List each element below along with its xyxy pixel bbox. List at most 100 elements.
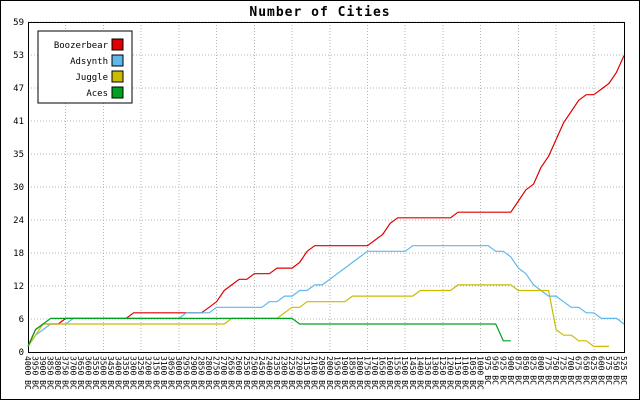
x-tick-label: 700 BC	[566, 356, 575, 385]
x-tick-label: 2350 BC	[272, 356, 281, 390]
y-tick-label: 47	[13, 84, 24, 94]
y-tick-label: 41	[13, 117, 24, 127]
x-tick-label: 2900 BC	[189, 356, 198, 390]
y-tick-label: 0	[19, 348, 24, 358]
x-tick-label: 3500 BC	[98, 356, 107, 390]
x-tick-label: 2100 BC	[310, 356, 319, 390]
legend-swatch-adsynth	[111, 54, 124, 67]
y-tick-label: 30	[13, 183, 24, 193]
x-tick-label: 1950 BC	[332, 356, 341, 390]
x-tick-label: 2400 BC	[264, 356, 273, 390]
y-tick-label: 53	[13, 51, 24, 61]
series-line-boozerbear	[27, 55, 625, 347]
x-tick-label: 900 BC	[506, 356, 515, 385]
legend-label-aces: Aces	[86, 89, 108, 99]
x-tick-label: 2000 BC	[325, 356, 334, 390]
legend-swatch-aces	[111, 86, 124, 99]
y-tick-label: 18	[13, 249, 24, 259]
x-tick-label: 2450 BC	[257, 356, 266, 390]
x-tick-label: 3150 BC	[151, 356, 160, 390]
x-tick-label: 3700 BC	[68, 356, 77, 390]
legend: Boozerbear Adsynth Juggle Aces	[37, 30, 133, 104]
series-line-juggle	[27, 284, 609, 347]
x-tick-label: 1150 BC	[453, 356, 462, 390]
chart-title: Number of Cities	[249, 5, 390, 20]
x-tick-label: 2500 BC	[249, 356, 258, 390]
x-tick-label: 1200 BC	[446, 356, 455, 390]
x-tick-label: 3400 BC	[114, 356, 123, 390]
x-tick-label: 1450 BC	[408, 356, 417, 390]
series-layer	[27, 55, 625, 347]
y-axis-labels: 0 6 12 18 24 30 35 41 47 53 59	[13, 18, 24, 358]
y-tick-label: 24	[13, 216, 24, 226]
x-tick-label: 3850 BC	[46, 356, 55, 390]
x-tick-label: 1000 BC	[476, 356, 485, 390]
x-tick-label: 925 BC	[498, 356, 507, 385]
x-tick-label: 3950 BC	[31, 356, 40, 390]
x-tick-label: 625 BC	[589, 356, 598, 385]
x-tick-label: 3250 BC	[136, 356, 145, 390]
x-tick-label: 3450 BC	[106, 356, 115, 390]
x-tick-label: 1850 BC	[347, 356, 356, 390]
legend-label-boozerbear: Boozerbear	[54, 41, 109, 51]
x-tick-label: 1600 BC	[385, 356, 394, 390]
legend-swatch-juggle	[111, 70, 124, 83]
x-tick-label: 3750 BC	[61, 356, 70, 390]
x-tick-label: 1900 BC	[340, 356, 349, 390]
x-tick-label: 3550 BC	[91, 356, 100, 390]
x-tick-label: 3900 BC	[38, 356, 47, 390]
x-tick-label: 1350 BC	[423, 356, 432, 390]
x-tick-label: 3000 BC	[174, 356, 183, 390]
x-tick-label: 2850 BC	[197, 356, 206, 390]
x-tick-label: 3350 BC	[121, 356, 130, 390]
y-tick-label: 12	[13, 282, 24, 292]
x-tick-label: 525 BC	[619, 356, 628, 385]
x-tick-label: 2650 BC	[227, 356, 236, 390]
x-tick-label: 1400 BC	[415, 356, 424, 390]
x-tick-label: 2700 BC	[219, 356, 228, 390]
x-tick-label: 3800 BC	[53, 356, 62, 390]
x-tick-label: 2250 BC	[287, 356, 296, 390]
x-tick-label: 3650 BC	[76, 356, 85, 390]
x-tick-label: 1300 BC	[430, 356, 439, 390]
x-tick-label: 1250 BC	[438, 356, 447, 390]
x-tick-label: 3100 BC	[159, 356, 168, 390]
x-tick-label: 1700 BC	[370, 356, 379, 390]
x-tick-label: 2200 BC	[295, 356, 304, 390]
x-tick-label: 2600 BC	[234, 356, 243, 390]
x-tick-label: 1050 BC	[468, 356, 477, 390]
x-tick-label: 1650 BC	[378, 356, 387, 390]
x-tick-label: 3300 BC	[129, 356, 138, 390]
x-tick-label: 3600 BC	[83, 356, 92, 390]
x-tick-label: 600 BC	[596, 356, 605, 385]
x-tick-label: 2800 BC	[204, 356, 213, 390]
x-tick-label: 1800 BC	[355, 356, 364, 390]
x-tick-label: 675 BC	[574, 356, 583, 385]
x-tick-label: 2950 BC	[181, 356, 190, 390]
x-tick-label: 3200 BC	[144, 356, 153, 390]
x-tick-label: 1750 BC	[363, 356, 372, 390]
x-tick-label: 875 BC	[513, 356, 522, 385]
x-tick-label: 1500 BC	[400, 356, 409, 390]
x-tick-label: 3050 BC	[166, 356, 175, 390]
x-tick-label: 825 BC	[529, 356, 538, 385]
x-tick-label: 1100 BC	[461, 356, 470, 390]
x-tick-label: 775 BC	[544, 356, 553, 385]
x-tick-label: 575 BC	[604, 356, 613, 385]
x-tick-label: 1550 BC	[393, 356, 402, 390]
series-line-aces	[27, 317, 511, 347]
x-tick-label: 750 BC	[551, 356, 560, 385]
legend-label-adsynth: Adsynth	[70, 57, 108, 67]
x-tick-label: 550 BC	[612, 356, 621, 385]
x-tick-label: 800 BC	[536, 356, 545, 385]
x-tick-label: 2150 BC	[302, 356, 311, 390]
x-tick-label: 2050 BC	[317, 356, 326, 390]
x-tick-label: 2300 BC	[280, 356, 289, 390]
y-tick-label: 59	[13, 18, 24, 28]
legend-swatch-boozerbear	[111, 38, 124, 51]
x-tick-label: 850 BC	[521, 356, 530, 385]
y-tick-label: 35	[13, 150, 24, 160]
